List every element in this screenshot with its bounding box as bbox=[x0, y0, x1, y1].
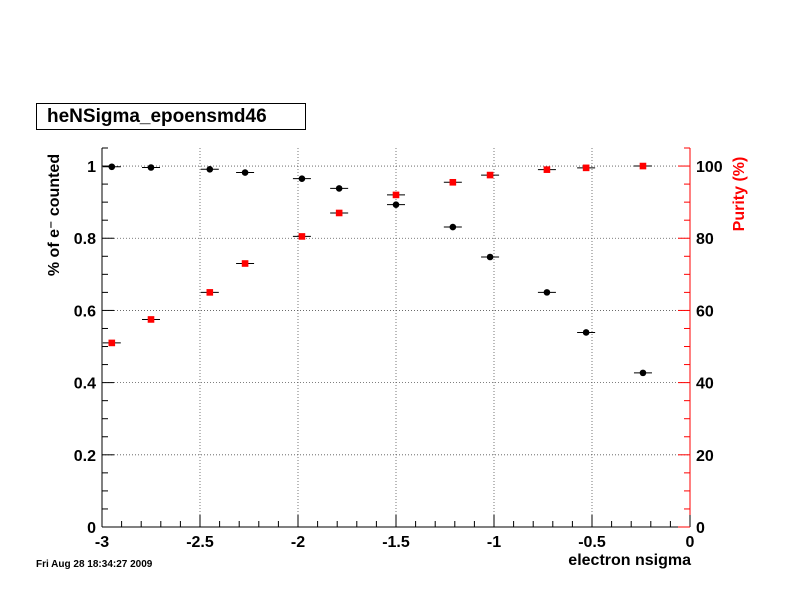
efficiency-point bbox=[206, 165, 214, 173]
efficiency-point bbox=[543, 289, 551, 296]
y-left-tick-label: 0.2 bbox=[74, 448, 96, 465]
efficiency-point bbox=[241, 169, 249, 176]
y-right-tick-label: 40 bbox=[696, 376, 714, 393]
purity-point bbox=[582, 164, 590, 172]
y-right-tick-label: 60 bbox=[696, 303, 714, 320]
efficiency-point bbox=[108, 163, 116, 171]
y-right-tick-label: 80 bbox=[696, 231, 714, 248]
grid-lines bbox=[102, 148, 690, 527]
tick-marks bbox=[101, 147, 691, 528]
efficiency-point bbox=[335, 185, 343, 192]
purity-point bbox=[449, 178, 457, 186]
tick-labels: -3 -2.5 -2 -1.5 -1 -0.5 000.20.40.60.810204060… bbox=[74, 159, 723, 551]
y-axis-left-label: % of e⁻ counted bbox=[46, 153, 63, 277]
x-tick-label: -0.5 bbox=[578, 534, 606, 551]
purity-point bbox=[486, 171, 494, 179]
purity-point bbox=[241, 260, 249, 267]
efficiency-point bbox=[392, 201, 400, 208]
purity-point bbox=[206, 289, 214, 296]
x-tick-label: -2.5 bbox=[186, 534, 214, 551]
x-tick-label: -3 bbox=[95, 534, 109, 551]
purity-point bbox=[108, 339, 116, 347]
x-axis-label: electron nsigma bbox=[568, 552, 691, 569]
x-tick-label: 0 bbox=[686, 534, 695, 551]
y-axis-right-label: Purity (%) bbox=[731, 156, 748, 232]
efficiency-point bbox=[486, 253, 494, 261]
x-tick-label: -1.5 bbox=[382, 534, 410, 551]
purity-point bbox=[147, 316, 155, 323]
purity-point bbox=[335, 209, 343, 217]
purity-point bbox=[298, 233, 306, 240]
y-left-tick-label: 0.8 bbox=[74, 231, 96, 248]
chart-title: heNSigma_epoensmd46 bbox=[36, 103, 306, 130]
y-left-tick-label: 0 bbox=[87, 520, 96, 537]
timestamp: Fri Aug 28 18:34:27 2009 bbox=[36, 559, 153, 570]
y-left-tick-label: 1 bbox=[87, 159, 96, 176]
y-right-tick-label: 100 bbox=[696, 159, 723, 176]
x-tick-label: -2 bbox=[291, 534, 305, 551]
purity-point bbox=[392, 191, 400, 199]
purity-point bbox=[639, 162, 647, 170]
efficiency-point bbox=[639, 369, 647, 377]
efficiency-point bbox=[298, 175, 306, 182]
y-left-tick-label: 0.6 bbox=[74, 303, 96, 320]
efficiency-point bbox=[147, 164, 155, 171]
data-marks bbox=[102, 162, 652, 377]
x-tick-label: -1 bbox=[487, 534, 501, 551]
efficiency-point bbox=[582, 329, 590, 336]
y-right-tick-label: 20 bbox=[696, 448, 714, 465]
y-left-tick-label: 0.4 bbox=[74, 376, 96, 393]
efficiency-point bbox=[449, 223, 457, 231]
y-right-tick-label: 0 bbox=[696, 520, 705, 537]
purity-point bbox=[543, 166, 551, 173]
